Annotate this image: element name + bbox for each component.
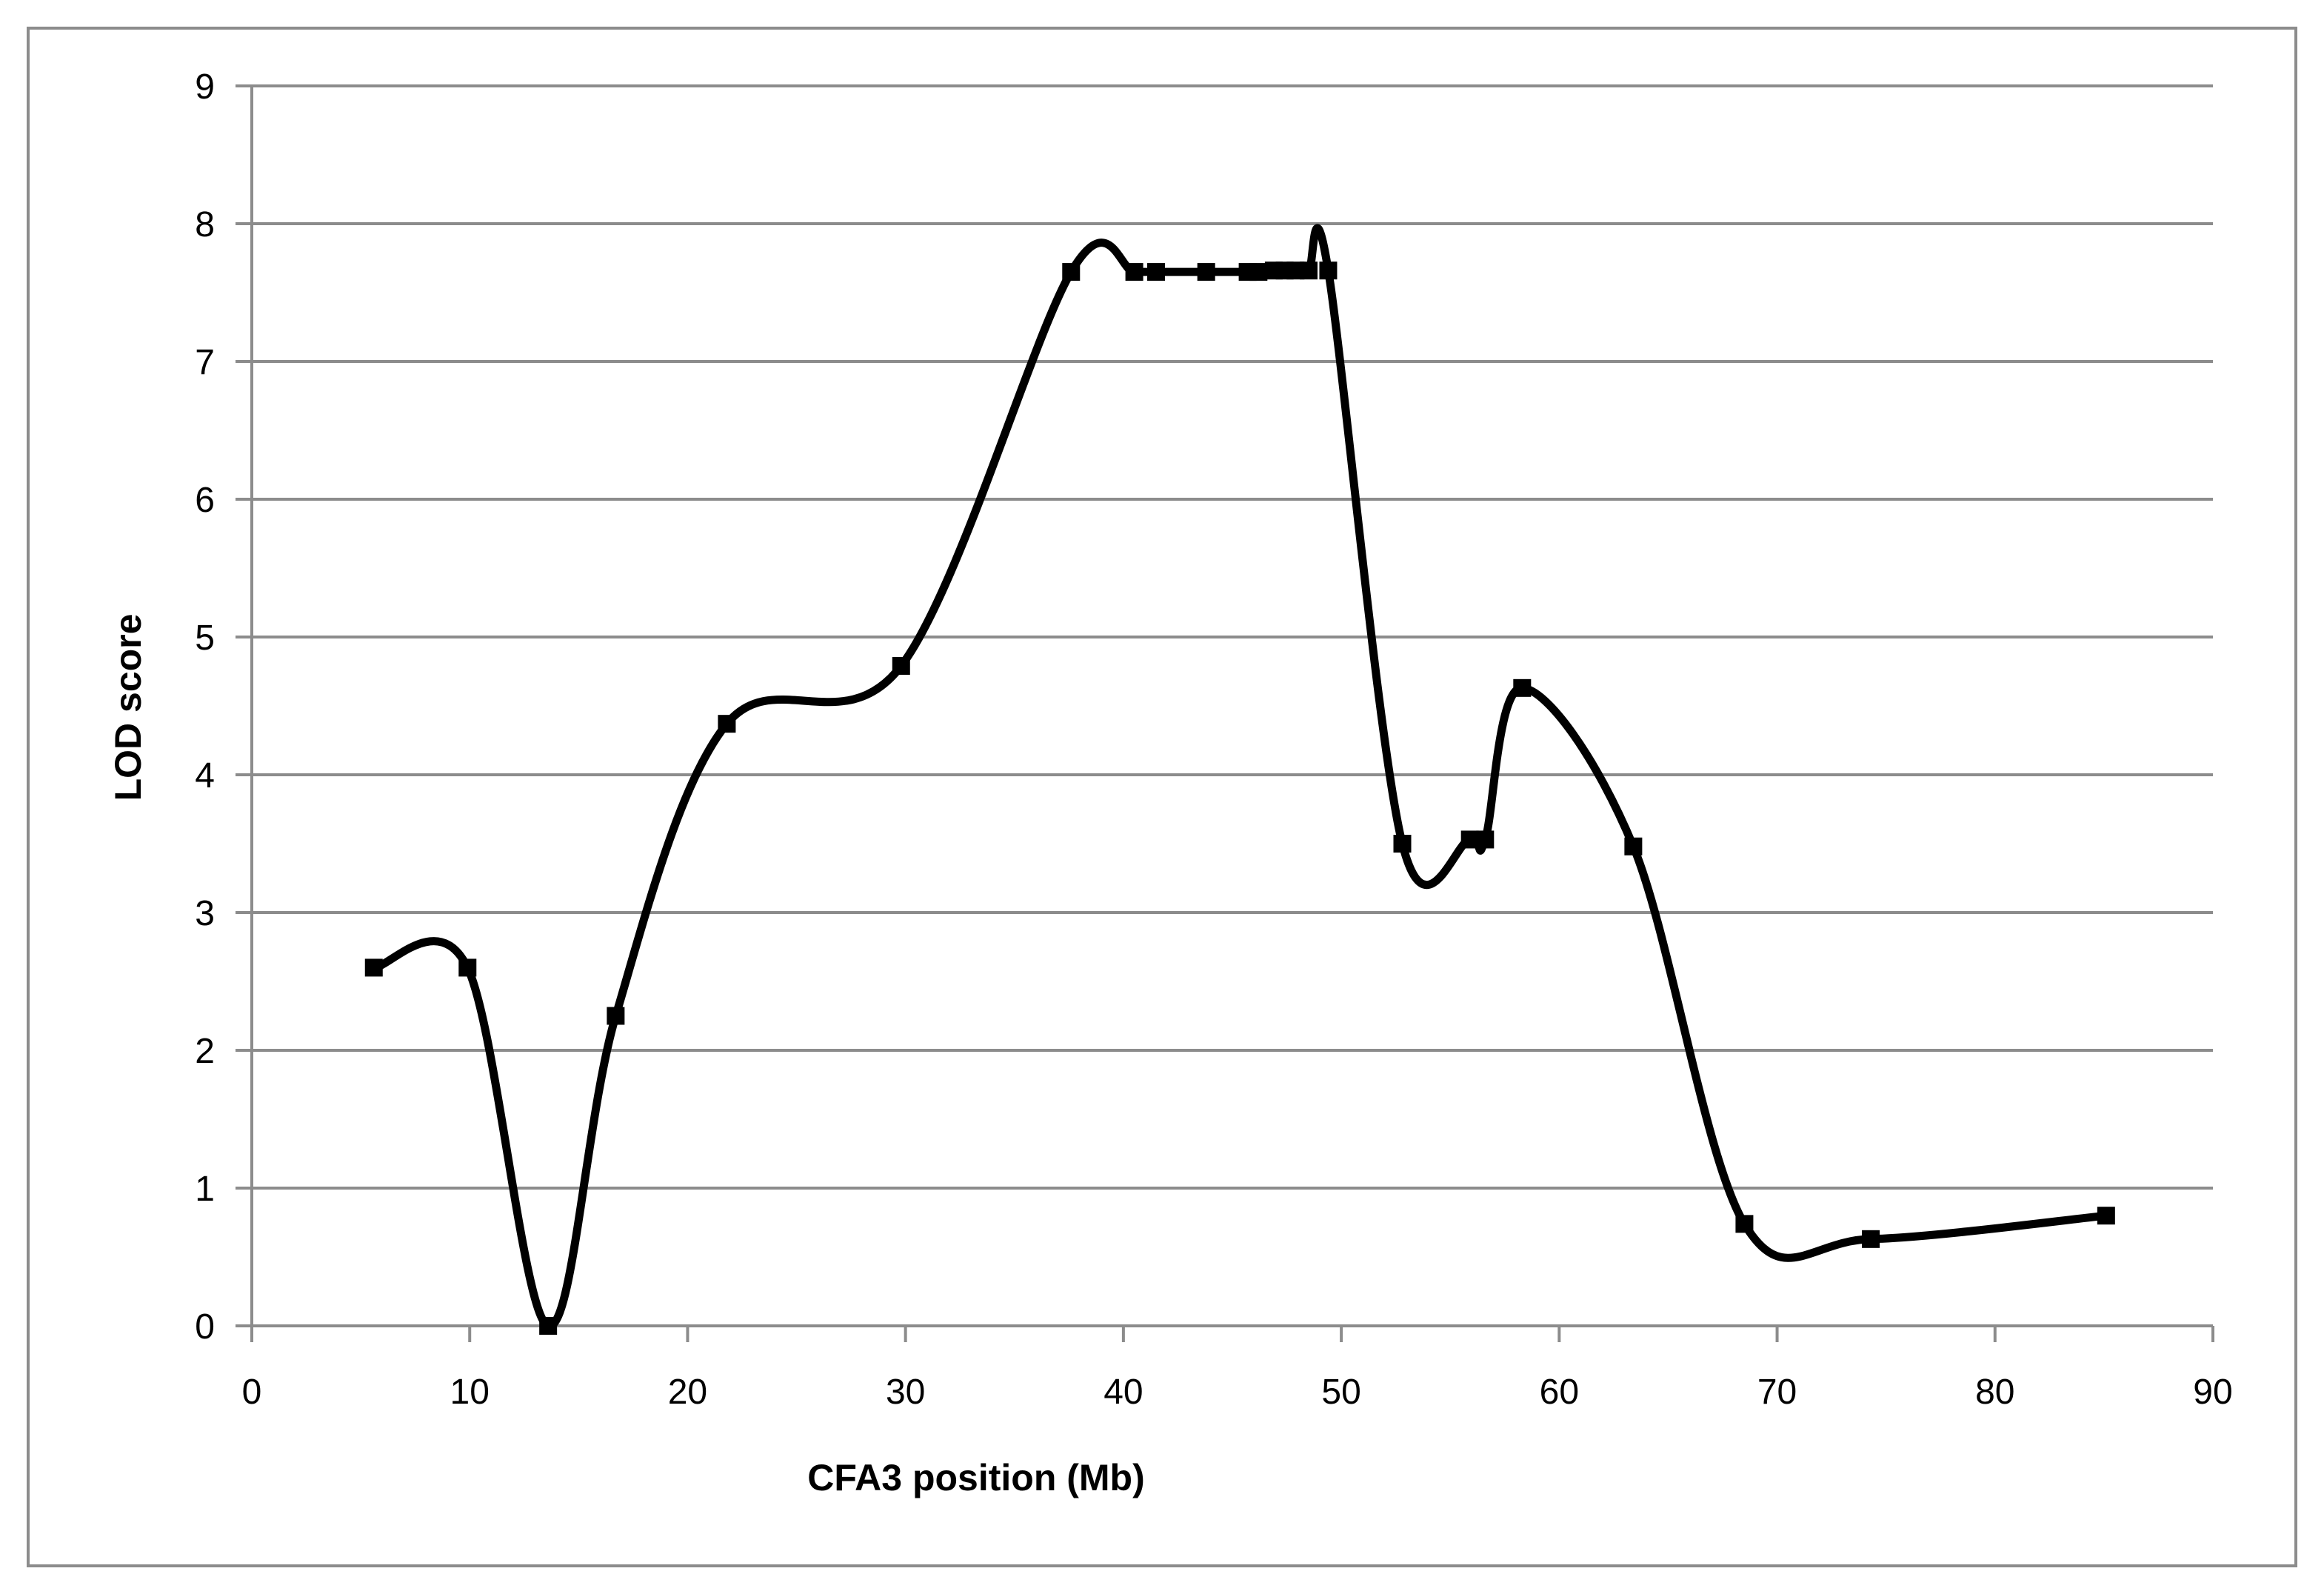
chart-frame (27, 27, 2297, 1567)
y-tick-label: 3 (195, 894, 215, 933)
x-tick-label: 20 (668, 1373, 707, 1412)
data-point-marker (539, 1317, 558, 1335)
data-point-marker (1393, 835, 1412, 853)
data-point-marker (892, 657, 910, 676)
data-point-marker (2097, 1207, 2115, 1225)
y-tick-label: 6 (195, 481, 215, 520)
data-point-marker (1460, 830, 1479, 849)
data-point-marker (1319, 261, 1338, 280)
x-tick-label: 50 (1321, 1373, 1360, 1412)
x-tick-label: 40 (1103, 1373, 1143, 1412)
x-tick-label: 80 (1975, 1373, 2014, 1412)
data-point-marker (1125, 263, 1143, 281)
y-tick-label: 7 (195, 343, 215, 382)
x-tick-label: 10 (450, 1373, 490, 1412)
y-tick-label: 8 (195, 205, 215, 244)
y-axis-title: LOD score (107, 614, 149, 801)
data-point-marker (1862, 1230, 1880, 1248)
y-tick-label: 2 (195, 1032, 215, 1071)
x-axis-title: CFA3 position (Mb) (807, 1457, 1145, 1498)
data-point-marker (1476, 830, 1495, 849)
series-group (370, 224, 2111, 1330)
data-point-marker (1624, 837, 1643, 856)
data-point-marker (1147, 263, 1166, 281)
markers-group (364, 261, 2115, 1335)
y-tick-label: 1 (195, 1170, 215, 1209)
data-point-marker (1249, 263, 1268, 281)
x-tick-label: 60 (1540, 1373, 1579, 1412)
x-tick-label: 70 (1757, 1373, 1797, 1412)
data-point-marker (1299, 261, 1318, 280)
x-tick-label: 30 (886, 1373, 925, 1412)
gridlines (252, 84, 2213, 1190)
series-line-0 (370, 224, 2111, 1330)
y-tick-label: 5 (195, 618, 215, 658)
axes (236, 84, 2214, 1342)
data-point-marker (1513, 678, 1532, 697)
y-tick-label: 4 (195, 756, 215, 796)
x-tick-label: 90 (2193, 1373, 2232, 1412)
data-point-marker (607, 1007, 625, 1025)
data-point-marker (1062, 263, 1081, 281)
data-point-marker (1197, 263, 1215, 281)
y-tick-label: 9 (195, 67, 215, 107)
data-point-marker (458, 958, 477, 977)
y-tick-label: 0 (195, 1307, 215, 1347)
data-point-marker (364, 958, 383, 977)
data-point-marker (1735, 1215, 1754, 1233)
x-tick-label: 0 (242, 1373, 262, 1412)
data-point-marker (718, 715, 736, 733)
